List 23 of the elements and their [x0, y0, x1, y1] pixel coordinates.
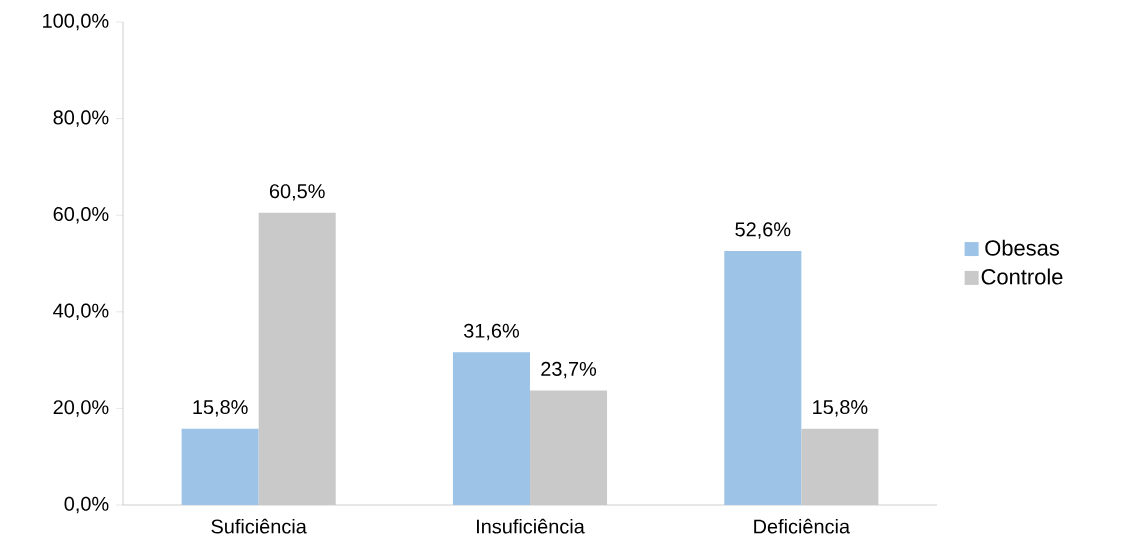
data-label: 15,8% — [193, 400, 248, 417]
data-label: 52,6% — [735, 222, 791, 239]
bar — [181, 428, 259, 505]
y-tick-label: 100,0% — [43, 13, 109, 31]
y-tick-label: 20,0% — [53, 400, 109, 417]
bar — [801, 428, 879, 505]
bar — [530, 390, 608, 505]
x-tick-label: Suficiência — [211, 518, 307, 534]
y-tick-label: 40,0% — [53, 303, 109, 321]
data-label: 23,7% — [541, 361, 597, 379]
y-tick-label: 80,0% — [53, 110, 109, 127]
bar — [452, 352, 530, 505]
y-tick-label: 0,0% — [64, 496, 109, 514]
legend-label: Controle — [981, 268, 1063, 285]
x-tick-label: Deficiência — [754, 518, 851, 534]
data-label: 15,8% — [813, 400, 868, 417]
data-label: 60,5% — [269, 184, 325, 201]
bar — [258, 212, 336, 505]
y-tick-label: 60,0% — [53, 206, 109, 224]
x-tick-label: Insuficiência — [477, 518, 585, 534]
legend-label: Obesas — [985, 239, 1059, 256]
data-label: 31,6% — [463, 323, 519, 341]
bar — [724, 250, 802, 505]
